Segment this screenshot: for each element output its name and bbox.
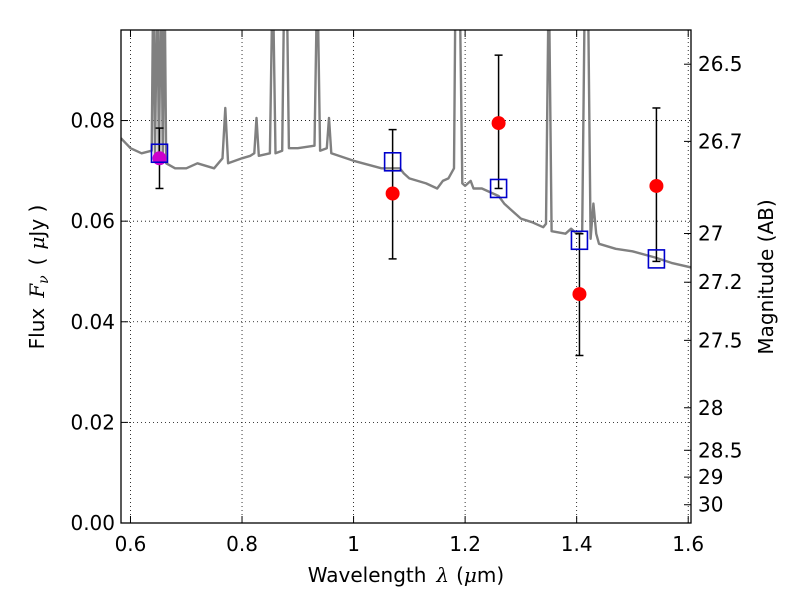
- x-tick-label: 1.2: [449, 532, 481, 556]
- ticks: 0.6 0.8 1 1.2 1.4 1.6 0.00 0.02 0.04 0.06 0.08 26.5…: [70, 30, 743, 556]
- spectrum-line: [121, 30, 691, 269]
- y-tick-label: 0.06: [70, 209, 115, 233]
- y2-tick-label: 28.5: [698, 438, 743, 462]
- y-axis-title: FluxFν(μJy ): [25, 205, 52, 350]
- data-point: [152, 151, 167, 166]
- y-tick-label: 0.00: [70, 511, 115, 535]
- y2-axis-title: Magnitude (AB): [754, 199, 778, 354]
- x-tick-label: 1.6: [672, 532, 704, 556]
- y2-tick-label: 29: [698, 465, 723, 489]
- y2-tick-label: 26.7: [698, 129, 743, 153]
- plot-frame: [120, 29, 692, 524]
- y2-tick-label: 30: [698, 493, 723, 517]
- y-tick-label: 0.02: [70, 410, 115, 434]
- model-point: [570, 230, 589, 251]
- grid: [121, 30, 691, 524]
- model-point: [647, 249, 666, 269]
- model-point: [489, 178, 508, 199]
- y2-tick-label: 27.5: [698, 328, 743, 352]
- x-tick-label: 1.4: [561, 532, 593, 556]
- x-tick-label: 0.8: [226, 532, 258, 556]
- y-tick-label: 0.04: [70, 310, 115, 334]
- x-tick-label: 0.6: [115, 532, 147, 556]
- model-spectrum: [121, 30, 691, 269]
- data-point: [385, 186, 400, 201]
- data-point: [649, 178, 664, 193]
- data-point: [491, 116, 506, 131]
- model-point: [383, 152, 402, 172]
- y2-tick-label: 28: [698, 396, 723, 420]
- data-point: [572, 287, 587, 302]
- model-point: [150, 143, 169, 164]
- y2-tick-label: 27.2: [698, 270, 743, 294]
- model-points: [150, 143, 666, 269]
- y2-tick-label: 26.5: [698, 52, 743, 76]
- y-tick-label: 0.08: [70, 109, 115, 133]
- x-axis-title: Wavelength λ (μm): [308, 563, 504, 587]
- x-tick-label: 1: [347, 532, 360, 556]
- y2-tick-label: 27: [698, 222, 723, 246]
- measured-points: [152, 116, 664, 302]
